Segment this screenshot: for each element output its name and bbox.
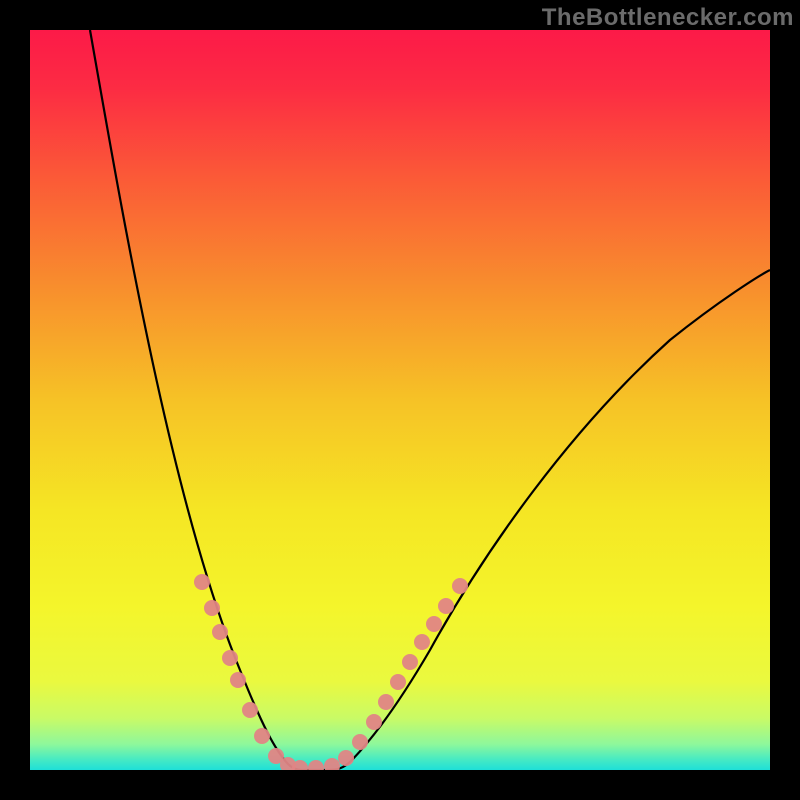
marker-dot [222, 650, 238, 666]
marker-dot [338, 750, 354, 766]
marker-dot [390, 674, 406, 690]
marker-dot [438, 598, 454, 614]
marker-dot [242, 702, 258, 718]
plot-background [30, 30, 770, 770]
plot-area [30, 30, 770, 770]
marker-dot [254, 728, 270, 744]
chart-canvas: TheBottlenecker.com [0, 0, 800, 800]
marker-dot [452, 578, 468, 594]
marker-dot [230, 672, 246, 688]
marker-dot [194, 574, 210, 590]
marker-dot [212, 624, 228, 640]
marker-dot [352, 734, 368, 750]
marker-dot [378, 694, 394, 710]
marker-dot [426, 616, 442, 632]
marker-dot [402, 654, 418, 670]
marker-dot [414, 634, 430, 650]
marker-dot [366, 714, 382, 730]
marker-dot [204, 600, 220, 616]
watermark-text: TheBottlenecker.com [542, 4, 794, 32]
